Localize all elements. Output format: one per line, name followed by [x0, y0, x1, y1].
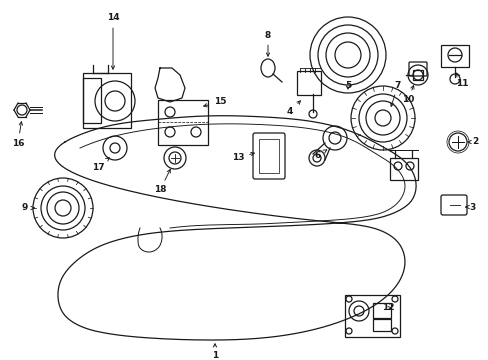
Bar — [83, 73, 131, 128]
Text: 10: 10 — [401, 86, 413, 104]
Text: 4: 4 — [286, 101, 300, 117]
Bar — [83, 78, 101, 123]
Text: 14: 14 — [106, 13, 119, 69]
Text: 5: 5 — [344, 81, 350, 90]
Text: 6: 6 — [314, 150, 326, 159]
Text: 15: 15 — [203, 98, 226, 107]
Text: 7: 7 — [390, 81, 400, 107]
Text: 11: 11 — [455, 73, 468, 87]
Text: 17: 17 — [92, 158, 109, 172]
Text: 8: 8 — [264, 31, 270, 56]
Bar — [389, 158, 417, 180]
Bar — [345, 295, 399, 337]
Text: 18: 18 — [153, 170, 170, 194]
Bar — [372, 319, 390, 331]
Bar — [412, 70, 422, 80]
Text: 1: 1 — [211, 344, 218, 360]
Bar — [440, 45, 468, 67]
Bar — [158, 100, 207, 145]
Text: 9: 9 — [22, 203, 34, 212]
Text: 13: 13 — [231, 152, 254, 162]
Text: 2: 2 — [467, 138, 477, 147]
Bar — [372, 303, 390, 318]
Bar — [259, 139, 279, 173]
Text: 3: 3 — [465, 202, 474, 211]
Text: 12: 12 — [381, 303, 393, 312]
Text: 16: 16 — [12, 122, 24, 148]
